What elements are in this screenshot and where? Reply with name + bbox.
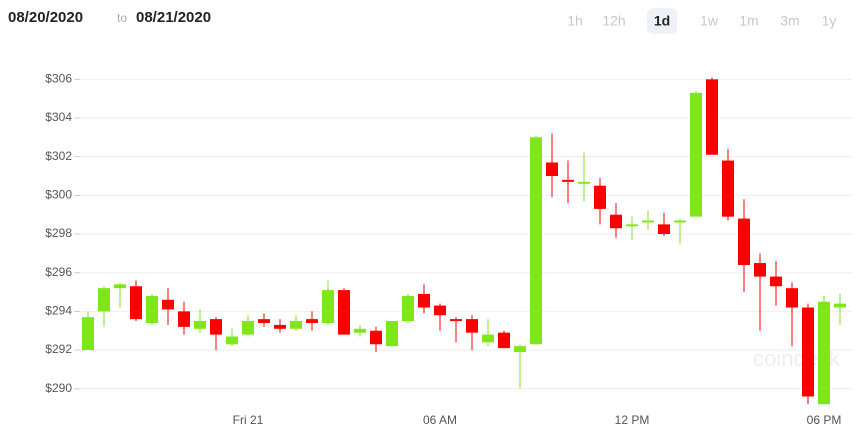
range-button[interactable]: 1y	[822, 13, 837, 29]
candle-body	[562, 179, 574, 182]
x-tick-label: 12 PM	[615, 413, 650, 427]
candle-body	[834, 303, 846, 308]
candle-body	[354, 328, 366, 333]
candle-body	[690, 92, 702, 217]
candle-body	[546, 162, 558, 177]
range-button-bg[interactable]	[647, 8, 677, 34]
candle-body	[418, 293, 430, 308]
candle-body	[658, 224, 670, 235]
y-tick-label: $292	[45, 342, 72, 356]
candle-body	[770, 276, 782, 287]
candle-body	[162, 299, 174, 310]
range-button[interactable]: 1h	[567, 13, 583, 29]
candle-body	[82, 317, 94, 351]
candle-body	[146, 295, 158, 323]
candle-body	[386, 321, 398, 347]
candle-body	[738, 218, 750, 265]
candle-body	[274, 324, 286, 329]
candle-body	[338, 290, 350, 335]
range-button[interactable]: 12h	[602, 13, 625, 29]
y-tick-label: $294	[45, 304, 72, 318]
candle-body	[98, 288, 110, 312]
candle-body	[706, 79, 718, 155]
x-tick-label: 06 PM	[807, 413, 842, 427]
range-button[interactable]: 1d	[654, 13, 670, 29]
range-button[interactable]: 1m	[739, 13, 758, 29]
candle-body	[130, 286, 142, 320]
x-tick-label: Fri 21	[233, 413, 264, 427]
candle-body	[514, 346, 526, 352]
y-tick-label: $298	[45, 226, 72, 240]
candle-body	[530, 137, 542, 345]
candle-body	[226, 336, 238, 345]
candle-body	[434, 305, 446, 316]
candle-body	[178, 311, 190, 327]
candle-body	[674, 220, 686, 223]
candle-body	[578, 181, 590, 184]
x-tick-label: 06 AM	[423, 413, 457, 427]
candle-body	[402, 295, 414, 322]
candle-body	[306, 319, 318, 323]
candle-body	[322, 290, 334, 323]
candle-body	[802, 307, 814, 397]
candle-body	[786, 288, 798, 308]
candle-body	[626, 224, 638, 227]
candle-body	[594, 185, 606, 209]
date-from: 08/20/2020	[8, 9, 83, 26]
candle-body	[210, 319, 222, 335]
candle-body	[258, 319, 270, 323]
candle-body	[194, 321, 206, 329]
y-tick-label: $306	[45, 72, 72, 86]
candle-body	[818, 301, 830, 405]
range-button[interactable]: 1w	[700, 13, 719, 29]
y-tick-label: $302	[45, 149, 72, 163]
y-tick-label: $296	[45, 265, 72, 279]
y-tick-label: $300	[45, 188, 72, 202]
candle-body	[642, 220, 654, 223]
date-to: 08/21/2020	[136, 9, 211, 26]
candle-body	[754, 263, 766, 277]
candle-body	[290, 321, 302, 329]
y-tick-label: $290	[45, 381, 72, 395]
y-tick-label: $304	[45, 110, 72, 124]
candle-body	[114, 284, 126, 289]
date-to-word: to	[117, 11, 127, 25]
candle-body	[498, 332, 510, 349]
candle-body	[466, 319, 478, 333]
candle-body	[370, 330, 382, 345]
candle-body	[450, 319, 462, 322]
range-button[interactable]: 3m	[780, 13, 799, 29]
candle-body	[482, 334, 494, 343]
candle-body	[610, 214, 622, 229]
candle-body	[722, 160, 734, 217]
candle-body	[242, 321, 254, 335]
